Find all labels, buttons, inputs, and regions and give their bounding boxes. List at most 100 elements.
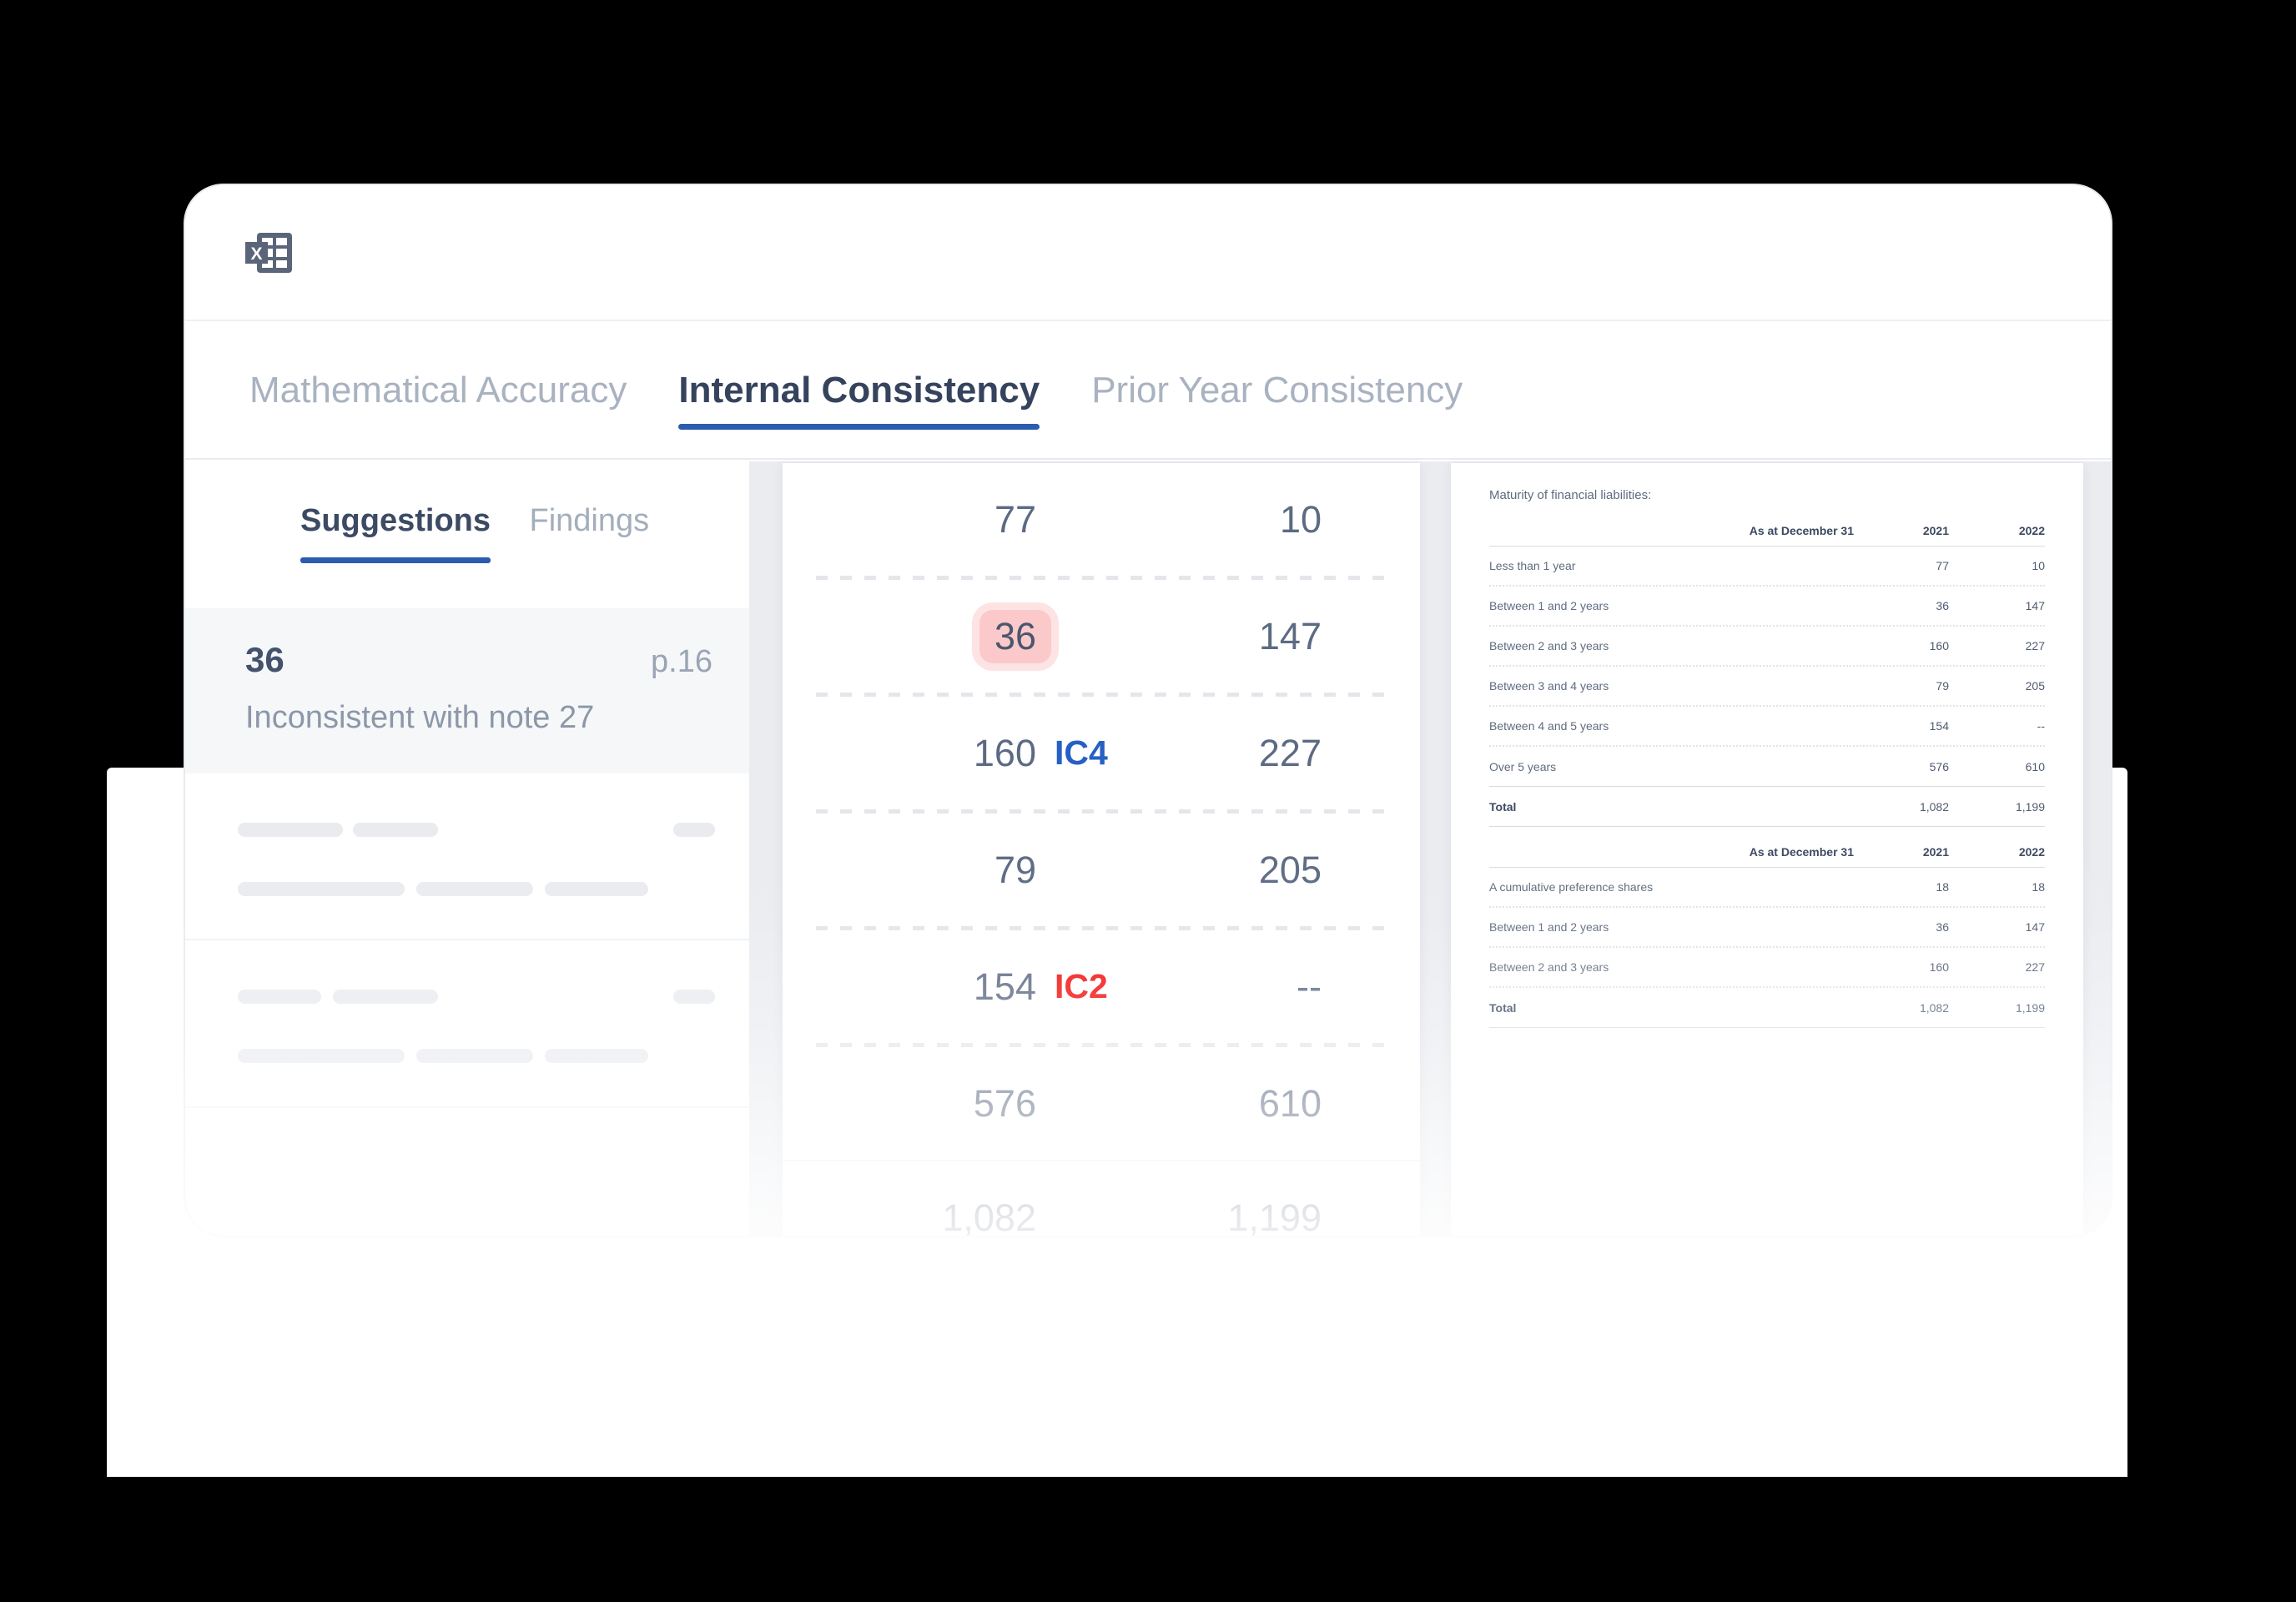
- skeleton-line: [238, 823, 343, 837]
- row-2021: 576: [1929, 759, 1949, 773]
- dashed-divider: [816, 576, 1387, 580]
- document-row: 77 10: [783, 463, 1420, 576]
- tab-findings[interactable]: Findings: [529, 503, 650, 538]
- divider: [185, 939, 749, 940]
- value-2021: 79: [994, 848, 1036, 891]
- row-2021: 154: [1929, 719, 1949, 733]
- skeleton-line: [238, 990, 321, 1004]
- row-2022: 610: [2025, 759, 2045, 773]
- skeleton-line: [416, 882, 533, 896]
- total-label: Total: [1489, 799, 1517, 814]
- row-2021: 36: [1936, 920, 1949, 934]
- table-total-row: Total 1,082 1,199: [1489, 988, 2045, 1028]
- document-total-row: 1,082 1,199: [783, 1161, 1420, 1237]
- row-label: Between 1 and 2 years: [1489, 599, 1609, 612]
- row-2021: 160: [1929, 960, 1949, 974]
- tab-suggestions[interactable]: Suggestions: [300, 503, 491, 563]
- check-tag-ic4[interactable]: IC4: [1055, 733, 1108, 772]
- skeleton-line: [238, 1049, 405, 1063]
- row-2021: 160: [1929, 639, 1949, 652]
- table-row: Less than 1 year 77 10: [1489, 547, 2045, 587]
- note-title: Maturity of financial liabilities:: [1489, 488, 1652, 502]
- row-label: Over 5 years: [1489, 759, 1557, 773]
- value-2022: --: [1297, 965, 1322, 1008]
- table-row: Between 3 and 4 years 79 205: [1489, 667, 2045, 707]
- table-row: Between 2 and 3 years 160 227: [1489, 627, 2045, 667]
- total-label: Total: [1489, 1000, 1517, 1015]
- table-total-row: Total 1,082 1,199: [1489, 787, 2045, 827]
- highlighted-value[interactable]: 36: [979, 609, 1051, 663]
- row-2021: 36: [1936, 599, 1949, 612]
- check-tag-ic2[interactable]: IC2: [1055, 967, 1108, 1005]
- tab-prior-year-consistency[interactable]: Prior Year Consistency: [1091, 370, 1463, 411]
- table-row: Between 1 and 2 years 36 147: [1489, 908, 2045, 948]
- panel-tab-bar: Suggestions Findings: [185, 461, 749, 563]
- value-2022: 10: [1279, 497, 1322, 541]
- skeleton-line: [545, 882, 648, 896]
- note-page: Maturity of financial liabilities: As at…: [1451, 463, 2083, 1236]
- row-2022: 147: [2025, 920, 2045, 934]
- total-2021: 1,082: [1919, 1000, 1949, 1015]
- suggestion-value: 36: [245, 640, 284, 679]
- table-row: Between 4 and 5 years 154 --: [1489, 707, 2045, 747]
- tab-internal-consistency[interactable]: Internal Consistency: [678, 323, 1040, 458]
- document-row: 576 610: [783, 1047, 1420, 1160]
- row-2022: 205: [2025, 679, 2045, 693]
- row-2021: 18: [1936, 880, 1949, 894]
- value-2021: 77: [994, 497, 1036, 541]
- skeleton-line: [238, 882, 405, 896]
- row-2022: 18: [2032, 880, 2045, 894]
- skeleton-line: [673, 823, 715, 837]
- suggestion-card[interactable]: 36 p.16 Inconsistent with note 27: [185, 608, 749, 773]
- skeleton-line: [545, 1049, 648, 1063]
- row-label: A cumulative preference shares: [1489, 880, 1654, 894]
- header-2021: 2021: [1922, 845, 1949, 859]
- row-label: Between 2 and 3 years: [1489, 960, 1609, 974]
- header-2021: 2021: [1922, 524, 1949, 537]
- skeleton-line: [333, 990, 438, 1004]
- tab-mathematical-accuracy[interactable]: Mathematical Accuracy: [249, 370, 627, 411]
- table-header: As at December 31 2021 2022: [1489, 524, 2045, 547]
- value-2021: 576: [973, 1081, 1036, 1125]
- total-2022: 1,199: [2015, 1000, 2045, 1015]
- total-2021: 1,082: [1919, 799, 1949, 814]
- value-2021: 160: [973, 731, 1036, 774]
- row-2022: 10: [2032, 559, 2045, 572]
- excel-icon: X: [245, 233, 292, 273]
- value-2022: 227: [1258, 731, 1322, 774]
- table-row: A cumulative preference shares 18 18: [1489, 868, 2045, 908]
- suggestion-description: Inconsistent with note 27: [245, 700, 595, 735]
- row-2022: 147: [2025, 599, 2045, 612]
- document-row: 160 IC4 227: [783, 697, 1420, 809]
- skeleton-line: [673, 990, 715, 1004]
- skeleton-line: [353, 823, 438, 837]
- table-row: Between 1 and 2 years 36 147: [1489, 587, 2045, 627]
- row-label: Less than 1 year: [1489, 559, 1576, 572]
- suggestion-page-ref: p.16: [651, 644, 712, 679]
- row-2021: 79: [1936, 679, 1949, 693]
- header-2022: 2022: [2018, 524, 2045, 537]
- divider: [185, 1106, 749, 1108]
- table-row: Between 2 and 3 years 160 227: [1489, 948, 2045, 988]
- total-2021: 1,082: [942, 1196, 1036, 1237]
- workspace: Suggestions Findings 36 p.16 Inconsisten…: [185, 461, 2111, 1237]
- value-2022: 147: [1258, 614, 1322, 657]
- row-2022: 227: [2025, 639, 2045, 652]
- app-window: X Mathematical Accuracy Internal Consist…: [184, 184, 2112, 1237]
- document-row: 36 147: [783, 580, 1420, 693]
- header-as-at: As at December 31: [1749, 845, 1854, 859]
- value-2021: 154: [973, 965, 1036, 1008]
- suggestions-panel: Suggestions Findings 36 p.16 Inconsisten…: [185, 461, 749, 1236]
- document-page: 77 10 36 147 160 IC4 227: [783, 463, 1420, 1237]
- row-label: Between 3 and 4 years: [1489, 679, 1609, 693]
- header-as-at: As at December 31: [1749, 524, 1854, 537]
- row-label: Between 1 and 2 years: [1489, 920, 1609, 934]
- row-label: Between 2 and 3 years: [1489, 639, 1609, 652]
- header-2022: 2022: [2018, 845, 2045, 859]
- svg-text:X: X: [250, 244, 262, 264]
- main-tab-bar: Mathematical Accuracy Internal Consisten…: [185, 323, 2111, 460]
- skeleton-line: [416, 1049, 533, 1063]
- row-2022: 227: [2025, 960, 2045, 974]
- table-header: As at December 31 2021 2022: [1489, 845, 2045, 868]
